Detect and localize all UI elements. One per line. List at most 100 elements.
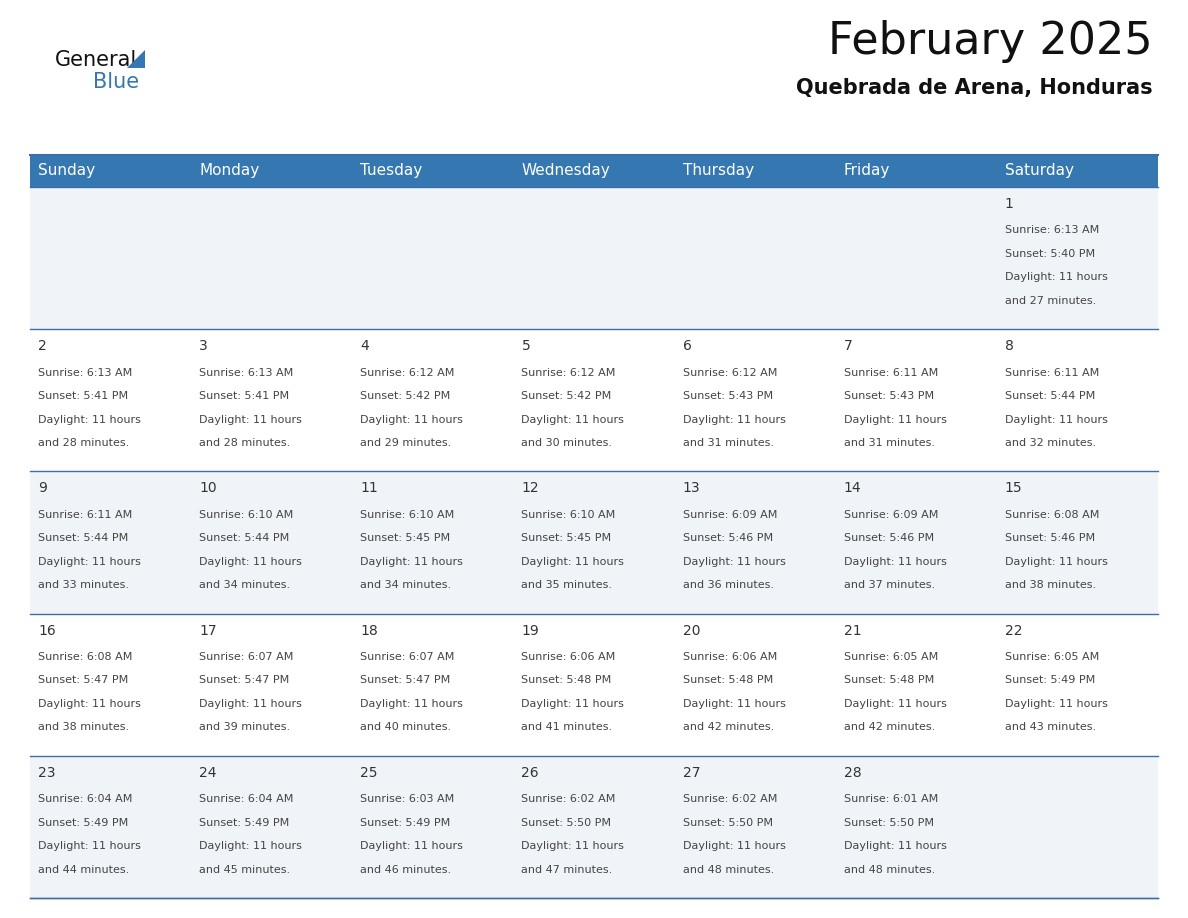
Text: Sunset: 5:49 PM: Sunset: 5:49 PM xyxy=(360,818,450,828)
Text: Sunset: 5:43 PM: Sunset: 5:43 PM xyxy=(843,391,934,401)
Text: Daylight: 11 hours: Daylight: 11 hours xyxy=(843,699,947,709)
Text: Daylight: 11 hours: Daylight: 11 hours xyxy=(1005,699,1107,709)
Text: 1: 1 xyxy=(1005,197,1013,211)
Text: Sunset: 5:45 PM: Sunset: 5:45 PM xyxy=(360,533,450,543)
Text: Daylight: 11 hours: Daylight: 11 hours xyxy=(683,699,785,709)
Text: and 42 minutes.: and 42 minutes. xyxy=(683,722,773,733)
Bar xyxy=(30,187,191,330)
Text: Sunrise: 6:08 AM: Sunrise: 6:08 AM xyxy=(38,652,132,662)
Text: 7: 7 xyxy=(843,339,853,353)
Bar xyxy=(191,756,353,898)
Text: Sunrise: 6:05 AM: Sunrise: 6:05 AM xyxy=(1005,652,1099,662)
Text: Daylight: 11 hours: Daylight: 11 hours xyxy=(683,841,785,851)
Text: Sunset: 5:50 PM: Sunset: 5:50 PM xyxy=(843,818,934,828)
Bar xyxy=(835,613,997,756)
Text: 20: 20 xyxy=(683,623,700,638)
Bar xyxy=(513,472,675,613)
Bar xyxy=(835,756,997,898)
Text: Sunrise: 6:10 AM: Sunrise: 6:10 AM xyxy=(200,509,293,520)
Text: Sunset: 5:44 PM: Sunset: 5:44 PM xyxy=(200,533,290,543)
Text: and 43 minutes.: and 43 minutes. xyxy=(1005,722,1097,733)
Bar xyxy=(675,472,835,613)
Bar xyxy=(353,155,513,187)
Bar xyxy=(30,155,191,187)
Text: and 34 minutes.: and 34 minutes. xyxy=(360,580,451,590)
Text: Sunset: 5:46 PM: Sunset: 5:46 PM xyxy=(683,533,772,543)
Text: Daylight: 11 hours: Daylight: 11 hours xyxy=(200,556,302,566)
Text: 23: 23 xyxy=(38,766,56,779)
Text: Sunset: 5:50 PM: Sunset: 5:50 PM xyxy=(522,818,612,828)
Text: and 48 minutes.: and 48 minutes. xyxy=(683,865,773,875)
Text: Sunrise: 6:01 AM: Sunrise: 6:01 AM xyxy=(843,794,939,804)
Text: and 36 minutes.: and 36 minutes. xyxy=(683,580,773,590)
Text: and 45 minutes.: and 45 minutes. xyxy=(200,865,290,875)
Bar xyxy=(353,187,513,330)
Bar xyxy=(191,330,353,472)
Text: Daylight: 11 hours: Daylight: 11 hours xyxy=(522,415,625,424)
Text: 24: 24 xyxy=(200,766,216,779)
Text: Sunset: 5:46 PM: Sunset: 5:46 PM xyxy=(1005,533,1095,543)
Text: and 34 minutes.: and 34 minutes. xyxy=(200,580,290,590)
Text: Sunset: 5:41 PM: Sunset: 5:41 PM xyxy=(38,391,128,401)
Bar xyxy=(997,155,1158,187)
Text: 15: 15 xyxy=(1005,481,1023,496)
Bar xyxy=(513,613,675,756)
Bar xyxy=(997,613,1158,756)
Bar xyxy=(513,756,675,898)
Text: 21: 21 xyxy=(843,623,861,638)
Text: Sunrise: 6:13 AM: Sunrise: 6:13 AM xyxy=(1005,226,1099,235)
Text: Daylight: 11 hours: Daylight: 11 hours xyxy=(683,556,785,566)
Text: Daylight: 11 hours: Daylight: 11 hours xyxy=(843,841,947,851)
Bar xyxy=(353,613,513,756)
Text: Sunset: 5:47 PM: Sunset: 5:47 PM xyxy=(200,676,290,686)
Text: Quebrada de Arena, Honduras: Quebrada de Arena, Honduras xyxy=(796,78,1154,98)
Text: Sunrise: 6:11 AM: Sunrise: 6:11 AM xyxy=(843,367,939,377)
Text: and 39 minutes.: and 39 minutes. xyxy=(200,722,290,733)
Bar xyxy=(997,187,1158,330)
Text: and 35 minutes.: and 35 minutes. xyxy=(522,580,613,590)
Text: Daylight: 11 hours: Daylight: 11 hours xyxy=(843,415,947,424)
Text: and 37 minutes.: and 37 minutes. xyxy=(843,580,935,590)
Text: 2: 2 xyxy=(38,339,46,353)
Text: Daylight: 11 hours: Daylight: 11 hours xyxy=(38,841,141,851)
Bar xyxy=(675,330,835,472)
Text: Daylight: 11 hours: Daylight: 11 hours xyxy=(38,556,141,566)
Text: Daylight: 11 hours: Daylight: 11 hours xyxy=(360,699,463,709)
Text: Daylight: 11 hours: Daylight: 11 hours xyxy=(522,556,625,566)
Text: Wednesday: Wednesday xyxy=(522,163,611,178)
Text: 25: 25 xyxy=(360,766,378,779)
Text: and 32 minutes.: and 32 minutes. xyxy=(1005,438,1097,448)
Text: Sunset: 5:49 PM: Sunset: 5:49 PM xyxy=(38,818,128,828)
Text: and 27 minutes.: and 27 minutes. xyxy=(1005,296,1097,306)
Bar xyxy=(835,155,997,187)
Text: 5: 5 xyxy=(522,339,530,353)
Text: and 33 minutes.: and 33 minutes. xyxy=(38,580,129,590)
Text: Sunrise: 6:13 AM: Sunrise: 6:13 AM xyxy=(200,367,293,377)
Bar xyxy=(191,155,353,187)
Text: Sunset: 5:43 PM: Sunset: 5:43 PM xyxy=(683,391,772,401)
Text: Sunrise: 6:09 AM: Sunrise: 6:09 AM xyxy=(683,509,777,520)
Text: Sunset: 5:40 PM: Sunset: 5:40 PM xyxy=(1005,249,1095,259)
Text: Sunset: 5:50 PM: Sunset: 5:50 PM xyxy=(683,818,772,828)
Text: Sunrise: 6:12 AM: Sunrise: 6:12 AM xyxy=(683,367,777,377)
Polygon shape xyxy=(127,50,145,68)
Text: and 31 minutes.: and 31 minutes. xyxy=(843,438,935,448)
Text: and 46 minutes.: and 46 minutes. xyxy=(360,865,451,875)
Bar xyxy=(30,330,191,472)
Text: Daylight: 11 hours: Daylight: 11 hours xyxy=(843,556,947,566)
Text: Tuesday: Tuesday xyxy=(360,163,423,178)
Text: 3: 3 xyxy=(200,339,208,353)
Text: Sunset: 5:49 PM: Sunset: 5:49 PM xyxy=(1005,676,1095,686)
Text: Saturday: Saturday xyxy=(1005,163,1074,178)
Text: Daylight: 11 hours: Daylight: 11 hours xyxy=(38,415,141,424)
Text: Sunset: 5:44 PM: Sunset: 5:44 PM xyxy=(1005,391,1095,401)
Text: Sunrise: 6:08 AM: Sunrise: 6:08 AM xyxy=(1005,509,1099,520)
Bar xyxy=(353,472,513,613)
Text: Daylight: 11 hours: Daylight: 11 hours xyxy=(360,415,463,424)
Text: and 38 minutes.: and 38 minutes. xyxy=(38,722,129,733)
Bar xyxy=(30,756,191,898)
Text: 10: 10 xyxy=(200,481,217,496)
Text: Sunset: 5:41 PM: Sunset: 5:41 PM xyxy=(200,391,290,401)
Text: Daylight: 11 hours: Daylight: 11 hours xyxy=(200,415,302,424)
Text: and 28 minutes.: and 28 minutes. xyxy=(38,438,129,448)
